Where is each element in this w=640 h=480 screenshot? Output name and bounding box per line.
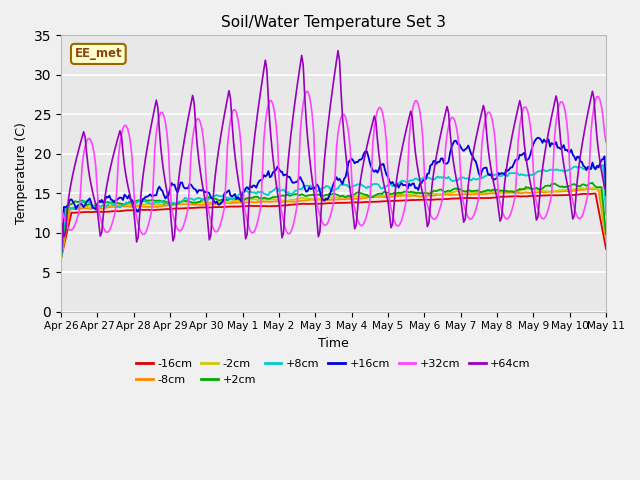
-8cm <box>367 194 375 200</box>
+32cm <box>304 89 312 95</box>
-2cm <box>57 257 65 263</box>
-16cm <box>159 206 166 212</box>
Line: +2cm: +2cm <box>61 183 606 259</box>
-16cm <box>367 199 375 205</box>
+64cm <box>369 119 377 125</box>
-8cm <box>72 206 80 212</box>
+2cm <box>159 199 166 204</box>
Line: +64cm: +64cm <box>61 50 606 263</box>
-8cm <box>398 193 406 199</box>
+8cm <box>602 212 610 217</box>
+16cm <box>602 192 610 198</box>
+2cm <box>398 190 406 196</box>
-2cm <box>72 204 80 210</box>
-2cm <box>602 236 610 242</box>
+2cm <box>602 232 610 238</box>
+32cm <box>72 219 80 225</box>
+16cm <box>534 135 541 141</box>
-16cm <box>536 193 543 199</box>
-8cm <box>536 189 543 195</box>
+64cm <box>387 225 395 230</box>
Line: -8cm: -8cm <box>61 189 606 260</box>
+32cm <box>399 212 407 217</box>
+64cm <box>72 157 80 163</box>
+16cm <box>386 179 394 184</box>
+8cm <box>367 183 375 189</box>
-2cm <box>536 187 543 193</box>
-16cm <box>386 198 394 204</box>
-16cm <box>398 198 406 204</box>
Line: +32cm: +32cm <box>61 92 606 260</box>
+8cm <box>72 205 80 211</box>
+64cm <box>334 48 342 53</box>
-2cm <box>386 192 394 197</box>
+32cm <box>602 140 610 145</box>
+16cm <box>72 206 80 212</box>
+8cm <box>57 257 65 263</box>
-2cm <box>584 185 592 191</box>
+32cm <box>57 257 65 263</box>
+16cm <box>57 256 65 262</box>
+8cm <box>599 162 607 168</box>
-8cm <box>159 203 166 209</box>
Text: EE_met: EE_met <box>74 48 122 60</box>
-16cm <box>602 246 610 252</box>
+32cm <box>537 214 545 220</box>
+32cm <box>387 205 395 211</box>
+32cm <box>369 140 377 146</box>
+8cm <box>398 178 406 183</box>
-2cm <box>398 192 406 197</box>
+16cm <box>537 137 545 143</box>
Y-axis label: Temperature (C): Temperature (C) <box>15 122 28 225</box>
-8cm <box>586 186 593 192</box>
+16cm <box>367 164 375 170</box>
+2cm <box>536 186 543 192</box>
Line: -2cm: -2cm <box>61 188 606 260</box>
Title: Soil/Water Temperature Set 3: Soil/Water Temperature Set 3 <box>221 15 446 30</box>
+64cm <box>57 260 65 265</box>
-16cm <box>72 210 80 216</box>
+16cm <box>159 188 166 193</box>
+32cm <box>159 109 166 115</box>
-16cm <box>57 256 65 262</box>
+8cm <box>159 198 166 204</box>
+8cm <box>536 168 543 174</box>
+2cm <box>367 194 375 200</box>
+64cm <box>602 188 610 194</box>
-8cm <box>57 257 65 263</box>
Line: +8cm: +8cm <box>61 165 606 260</box>
-8cm <box>602 238 610 243</box>
-16cm <box>591 191 599 196</box>
+8cm <box>386 182 394 188</box>
X-axis label: Time: Time <box>318 337 349 350</box>
Line: +16cm: +16cm <box>61 138 606 259</box>
-2cm <box>367 193 375 199</box>
+2cm <box>72 199 80 204</box>
+64cm <box>159 159 166 165</box>
Line: -16cm: -16cm <box>61 193 606 259</box>
+2cm <box>57 256 65 262</box>
-2cm <box>159 202 166 207</box>
-8cm <box>386 194 394 200</box>
+2cm <box>589 180 596 186</box>
+64cm <box>537 179 545 185</box>
+16cm <box>398 180 406 186</box>
Legend: -16cm, -8cm, -2cm, +2cm, +8cm, +16cm, +32cm, +64cm: -16cm, -8cm, -2cm, +2cm, +8cm, +16cm, +3… <box>132 355 535 389</box>
+2cm <box>386 191 394 196</box>
+64cm <box>399 141 407 146</box>
